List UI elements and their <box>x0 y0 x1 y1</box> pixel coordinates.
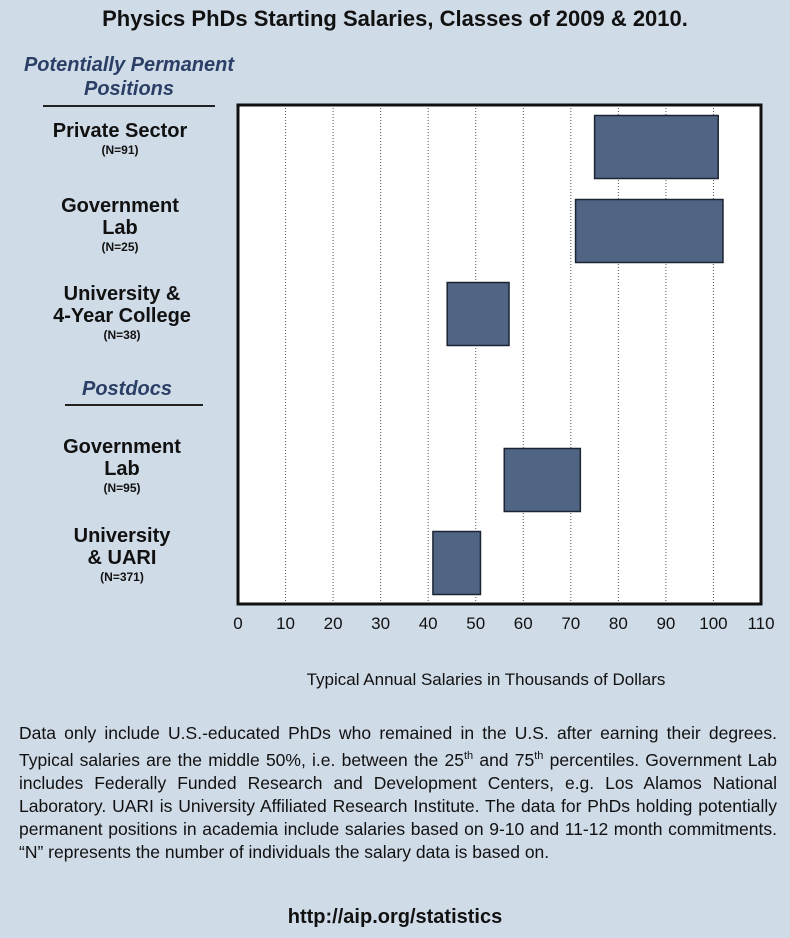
category-line1: University <box>73 525 171 547</box>
category-n: (N=95) <box>103 481 141 495</box>
category-n: (N=38) <box>103 328 141 342</box>
x-tick-label-90: 90 <box>656 614 675 633</box>
chart-title: Physics PhDs Starting Salaries, Classes … <box>102 6 688 31</box>
category-line2: Lab <box>102 217 138 239</box>
x-tick-label-10: 10 <box>276 614 295 633</box>
x-tick-label-40: 40 <box>419 614 438 633</box>
category-label-university-college: University & 4-Year College (N=38) <box>20 283 224 343</box>
category-line1: Government <box>61 195 179 217</box>
plot-frame <box>236 103 763 606</box>
plot-area <box>238 105 761 604</box>
footnote-part3: percentiles. Government Lab includes Fed… <box>19 749 777 862</box>
salary-bar-1 <box>574 198 724 264</box>
source-url[interactable]: http://aip.org/statistics <box>287 906 503 928</box>
x-tick-label-110: 110 <box>747 614 774 633</box>
salary-bar-0 <box>593 114 719 180</box>
x-tick-label-0: 0 <box>233 614 242 633</box>
category-line2: & UARI <box>87 547 157 569</box>
category-line2: Lab <box>104 458 140 480</box>
salary-bar-2 <box>446 281 510 347</box>
section-permanent-line1: Potentially Permanent <box>23 54 235 76</box>
x-tick-label-80: 80 <box>609 614 628 633</box>
x-tick-label-70: 70 <box>561 614 580 633</box>
salary-bar-3 <box>503 447 582 513</box>
footnote-part1: Data only include U.S.-educated PhDs who… <box>19 723 777 770</box>
x-tick-label-60: 60 <box>514 614 533 633</box>
footnote-sup1: th <box>463 750 474 762</box>
x-tick-label-20: 20 <box>324 614 343 633</box>
footnote: Data only include U.S.-educated PhDs who… <box>19 722 777 864</box>
section-permanent-line2: Positions <box>83 78 174 100</box>
footnote-part2: and 75 <box>473 749 535 770</box>
category-line2: 4-Year College <box>53 305 191 327</box>
section-permanent-rule <box>43 105 215 107</box>
x-tick-label-50: 50 <box>466 614 485 633</box>
section-postdocs-title: Postdocs <box>81 378 173 400</box>
category-label-university-uari: University & UARI (N=371) <box>20 525 224 585</box>
category-n: (N=25) <box>101 240 139 254</box>
x-tick-label-30: 30 <box>371 614 390 633</box>
category-label-government-lab-postdoc: Government Lab (N=95) <box>20 436 224 496</box>
category-line1: Private Sector <box>52 120 188 142</box>
section-permanent-title: Potentially Permanent Positions <box>8 53 250 101</box>
category-label-government-lab-permanent: Government Lab (N=25) <box>20 195 220 255</box>
category-line1: University & <box>63 283 181 305</box>
salary-range-chart: 0 10 20 30 40 50 60 70 80 90 100 110 <box>233 103 775 633</box>
salary-bar-4 <box>432 530 482 596</box>
section-postdocs-rule <box>65 404 203 406</box>
category-label-private-sector: Private Sector (N=91) <box>20 120 220 158</box>
x-tick-label-100: 100 <box>699 614 727 633</box>
category-n: (N=91) <box>101 143 139 157</box>
footnote-sup2: th <box>534 750 544 762</box>
category-line1: Government <box>63 436 181 458</box>
x-axis-label: Typical Annual Salaries in Thousands of … <box>306 670 666 689</box>
category-n: (N=371) <box>100 570 144 584</box>
